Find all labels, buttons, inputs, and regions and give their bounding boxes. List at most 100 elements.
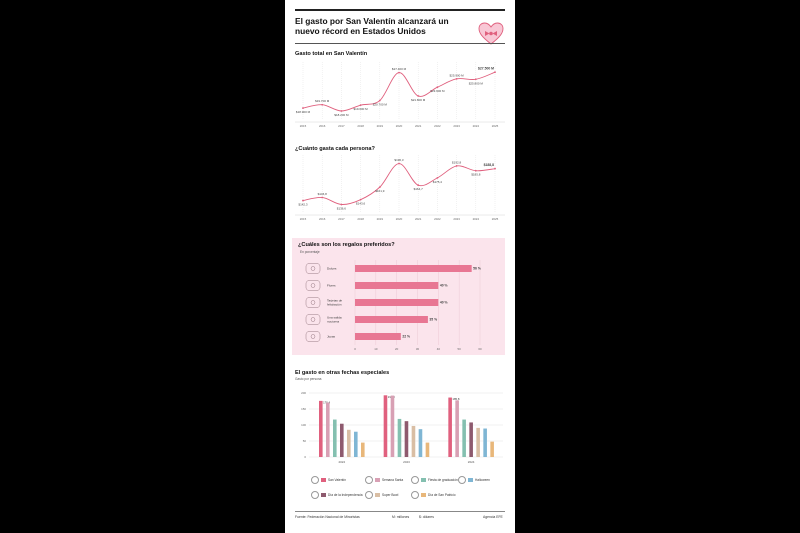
x-tick-label: 10 [374, 347, 378, 351]
bar [455, 400, 459, 457]
legend-swatch [321, 478, 326, 482]
bar [418, 429, 423, 457]
data-point [378, 186, 381, 189]
icon-shape [305, 314, 321, 325]
category-label: Flores [327, 284, 336, 288]
data-label: $18.900 M [296, 110, 311, 114]
data-label: $161,9 [375, 189, 385, 193]
bar [404, 421, 409, 457]
x-tick-label: 2025 [492, 217, 499, 221]
data-point [378, 99, 381, 102]
icon-shape [305, 297, 321, 308]
data-label: $164,7 [414, 187, 424, 191]
data-point [455, 165, 458, 167]
x-tick-label: 2018 [357, 124, 364, 128]
data-label: $27.400 M [392, 67, 407, 71]
legend-swatch [468, 478, 473, 482]
x-tick-label: 2020 [396, 217, 403, 221]
x-tick-label: 2021 [415, 124, 422, 128]
bar-value-label: 56 % [473, 267, 481, 271]
x-tick-label: 2022 [434, 124, 441, 128]
data-point [359, 198, 362, 201]
data-point [359, 104, 362, 107]
data-point [398, 71, 400, 74]
greeting-card-icon [305, 297, 321, 308]
data-point [321, 103, 324, 106]
bar-value-label: 185,8 [452, 397, 459, 401]
bar [411, 425, 416, 457]
category-label: nocturna [327, 319, 339, 323]
x-tick-label: 2023 [453, 124, 460, 128]
bar [383, 395, 388, 457]
legend-label: San Valentín [328, 478, 347, 482]
x-tick-label: 50 [458, 347, 462, 351]
icon-shape [310, 317, 316, 322]
bar [355, 282, 439, 289]
icon-shape [310, 334, 316, 339]
x-tick-label: 2021 [415, 217, 422, 221]
legend-label: Día de San Patricio [428, 493, 456, 497]
bar-value-label: 35 % [429, 318, 437, 322]
data-label: $23.900 M [430, 89, 445, 93]
bar [490, 441, 494, 457]
legend-swatch [375, 493, 380, 497]
data-label: $19.600 M [354, 107, 369, 111]
bar [319, 400, 323, 457]
bar [483, 428, 487, 457]
legend-label: Super Bowl [382, 493, 399, 497]
x-tick-label: 2020 [396, 124, 403, 128]
data-label: $143,6 [356, 202, 366, 206]
jewelry-icon [305, 331, 321, 342]
legend-item: Semana Santa [365, 476, 403, 484]
chart3-title: ¿Cuáles son los regalos preferidos? [298, 242, 395, 248]
x-tick-label: 2023 [453, 217, 460, 221]
bar [469, 422, 473, 457]
y-tick-label: 150 [301, 407, 306, 411]
icon-shape [310, 300, 316, 305]
legend-item: Día de la Independencia [311, 491, 363, 499]
x-tick-label: 2022 [434, 217, 441, 221]
icon-shape [305, 280, 321, 291]
x-tick-label: 2019 [377, 124, 384, 128]
data-label: $188,8 [484, 163, 494, 167]
legend-swatch [421, 478, 426, 482]
data-label: $142,3 [298, 203, 308, 207]
bar [355, 316, 428, 323]
chart4-subtitle: Gasto por persona [295, 377, 322, 381]
bar [462, 419, 466, 457]
data-label: $146,8 [318, 192, 328, 196]
icon-shape [305, 331, 321, 342]
data-label: $20.700 M [373, 103, 388, 107]
legend-label: Halloween [475, 478, 490, 482]
top-rule [295, 9, 505, 11]
x-tick-label: 2015 [300, 217, 307, 221]
data-point [340, 203, 343, 206]
bar-value-label: 22 % [402, 335, 410, 339]
data-point [398, 162, 400, 165]
bar-value-label: 40 % [440, 301, 448, 305]
x-tick-label: 2025 [492, 124, 499, 128]
night-out-icon [305, 314, 321, 325]
category-label: Tarjetas de [327, 299, 342, 303]
holiday-icon [411, 491, 419, 499]
chart3-subtitle: En porcentaje [300, 250, 320, 254]
gifts-bar-chart: 0 10 20 30 40 50 60 Dulces 56 % Flores 40 % Tarjeta… [305, 260, 482, 351]
bar [340, 423, 344, 457]
data-label: $136,6 [337, 206, 347, 210]
legend-swatch [375, 478, 380, 482]
y-tick-label: 50 [303, 439, 307, 443]
bar [390, 395, 395, 457]
x-tick-label: 2024 [473, 124, 480, 128]
data-label: $192,8 [452, 160, 462, 164]
x-tick-label: 2024 [473, 217, 480, 221]
flowers-icon [305, 280, 321, 291]
data-point [436, 176, 439, 179]
icon-shape [310, 266, 316, 271]
holiday-icon [311, 491, 319, 499]
footer-unit-dollars: $: dólares [419, 515, 434, 519]
per-person-line-chart: $142,3 2015 $146,8 2016 $136,6 2017 $143,6 2018… [295, 155, 505, 221]
x-category-label: 2024 [468, 460, 475, 464]
bar-value-label: 40 % [440, 284, 448, 288]
legend-swatch [421, 493, 426, 497]
